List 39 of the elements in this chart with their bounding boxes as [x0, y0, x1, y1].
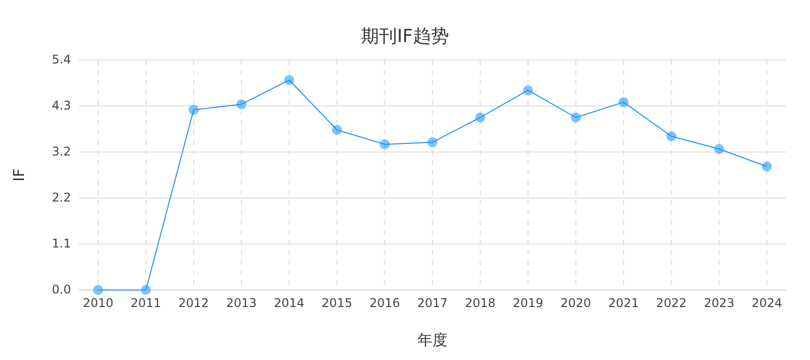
x-tick-label: 2017 — [417, 296, 448, 310]
chart-title: 期刊IF趋势 — [361, 26, 449, 47]
point — [570, 112, 581, 122]
x-tick-label: 2021 — [608, 296, 639, 310]
x-tick-label: 2020 — [560, 296, 592, 310]
x-tick-label: 2010 — [82, 296, 114, 310]
x-tick-label: 2015 — [322, 296, 352, 310]
x-tick-label: 2019 — [512, 296, 544, 310]
point — [284, 75, 294, 86]
y-axis-title: IF — [10, 168, 28, 182]
y-tick-label: 3.2 — [52, 144, 71, 158]
point — [188, 104, 199, 115]
point — [236, 99, 246, 110]
x-tick-label: 2016 — [369, 296, 400, 310]
point — [618, 97, 629, 108]
y-tick-label: 2.2 — [52, 190, 71, 204]
point — [380, 139, 390, 150]
point — [762, 161, 772, 172]
x-tick-label: 2012 — [178, 296, 209, 310]
x-tick-label: 2011 — [130, 296, 162, 310]
x-axis-title: 年度 — [418, 331, 448, 349]
y-tick-label: 5.4 — [52, 52, 71, 66]
point — [140, 285, 151, 295]
x-tick-label: 2023 — [704, 296, 734, 310]
point — [666, 131, 676, 142]
x-tick-label: 2014 — [274, 296, 304, 310]
y-tick-label: 4.3 — [52, 98, 71, 112]
y-tick-label: 1.1 — [52, 236, 71, 250]
x-tick-label: 2024 — [752, 296, 782, 310]
x-tick-label: 2022 — [656, 296, 687, 310]
point — [714, 144, 724, 154]
point — [93, 285, 104, 295]
point — [475, 112, 486, 122]
x-tick-label: 2013 — [226, 296, 257, 310]
point — [332, 124, 342, 135]
point — [523, 85, 534, 96]
x-tick-label: 2018 — [464, 296, 496, 310]
y-tick-label: 0.0 — [52, 282, 71, 296]
point — [428, 137, 438, 148]
